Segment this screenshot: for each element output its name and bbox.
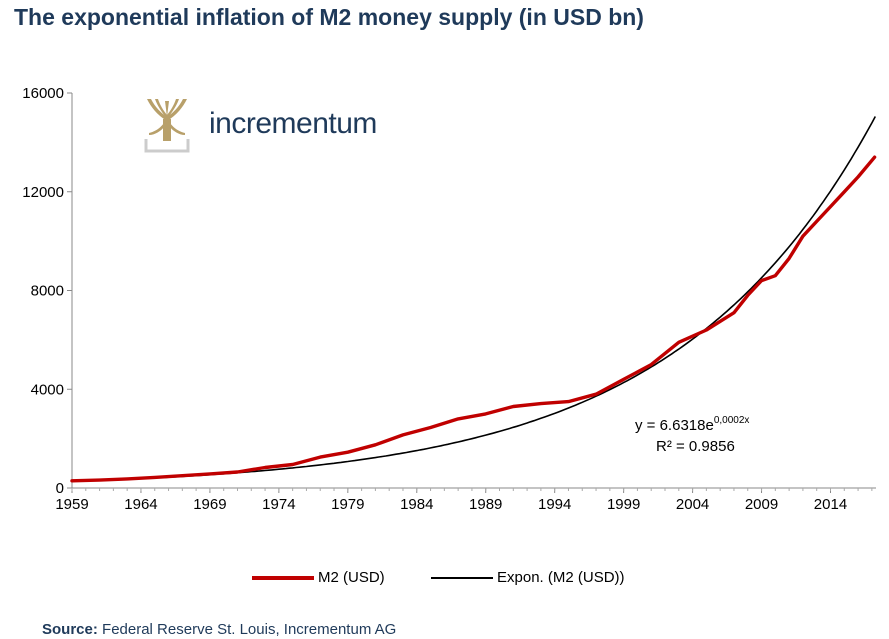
x-tick-label: 2014 xyxy=(814,496,847,513)
y-tick-label: 12000 xyxy=(22,184,64,201)
x-tick-label: 1994 xyxy=(538,496,571,513)
chart-legend: M2 (USD) Expon. (M2 (USD)) xyxy=(0,569,889,589)
y-tick-label: 0 xyxy=(56,480,64,497)
x-tick-label: 1999 xyxy=(607,496,640,513)
legend-label-m2: M2 (USD) xyxy=(318,569,385,586)
y-tick-label: 4000 xyxy=(31,381,64,398)
annotation-exponent: 0,0002x xyxy=(714,415,750,426)
x-tick-label: 2004 xyxy=(676,496,709,513)
annotation-equation: y = 6.6318e0,0002x xyxy=(635,415,749,434)
x-tick-label: 1969 xyxy=(193,496,226,513)
legend-item-expon: Expon. (M2 (USD)) xyxy=(431,569,625,586)
brand-logo: incrementum xyxy=(143,97,393,155)
legend-swatch-m2 xyxy=(252,575,314,580)
legend-swatch-expon xyxy=(431,576,493,579)
y-tick-label: 16000 xyxy=(22,85,64,102)
x-tick-label: 1974 xyxy=(262,496,295,513)
x-tick-label: 2009 xyxy=(745,496,778,513)
x-tick-label: 1959 xyxy=(55,496,88,513)
x-tick-label: 1989 xyxy=(469,496,502,513)
tree-logo-icon xyxy=(144,99,190,153)
y-tick-label: 8000 xyxy=(31,283,64,300)
source-note: Source: Federal Reserve St. Louis, Incre… xyxy=(42,621,396,638)
brand-name: incrementum xyxy=(209,107,377,140)
x-tick-label: 1964 xyxy=(124,496,157,513)
annotation-r-squared: R² = 0.9856 xyxy=(656,438,735,455)
x-tick-label: 1979 xyxy=(331,496,364,513)
series-line-m2 xyxy=(70,155,877,483)
source-label: Source: xyxy=(42,621,98,638)
source-text: Federal Reserve St. Louis, Incrementum A… xyxy=(102,621,397,638)
chart-plot: 0 4000 8000 12000 16000 1959 1964 1969 1974 1979 1… xyxy=(22,85,877,513)
x-tick-label: 1984 xyxy=(400,496,433,513)
series-line-expon xyxy=(71,116,877,483)
chart-title: The exponential inflation of M2 money su… xyxy=(14,4,644,30)
legend-item-m2: M2 (USD) xyxy=(252,569,385,586)
legend-label-expon: Expon. (M2 (USD)) xyxy=(497,569,625,586)
